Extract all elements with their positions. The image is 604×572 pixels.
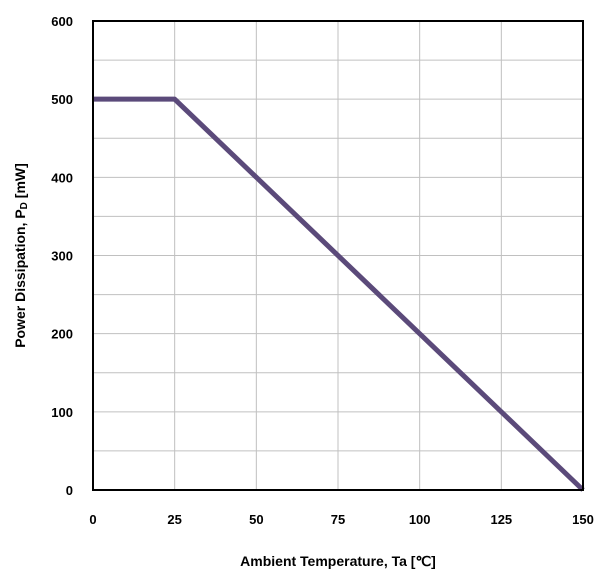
series-line xyxy=(93,96,585,492)
x-axis-ticks: 0 25 50 75 100 125 150 xyxy=(89,512,593,527)
y-tick-label: 300 xyxy=(51,249,73,264)
y-axis-label: Power Dissipation, PD [mW] xyxy=(12,163,30,348)
y-axis-ticks: 0 100 200 300 400 500 600 xyxy=(51,14,73,498)
x-tick-label: 50 xyxy=(249,512,263,527)
y-tick-label: 100 xyxy=(51,405,73,420)
x-tick-label: 150 xyxy=(572,512,594,527)
x-tick-label: 75 xyxy=(331,512,345,527)
x-axis-label: Ambient Temperature, Ta [℃] xyxy=(240,553,436,569)
y-tick-label: 600 xyxy=(51,14,73,29)
grid-lines xyxy=(93,21,583,490)
y-tick-label: 0 xyxy=(66,483,73,498)
y-axis-label-main: Power Dissipation, P xyxy=(12,209,28,347)
plot-area-frame xyxy=(92,20,584,491)
y-axis-label-subscript: D xyxy=(19,202,30,209)
y-tick-label: 500 xyxy=(51,92,73,107)
x-tick-label: 0 xyxy=(89,512,96,527)
series-layer xyxy=(93,96,585,492)
x-tick-label: 25 xyxy=(167,512,181,527)
y-axis-label-unit: [mW] xyxy=(12,163,28,202)
y-tick-label: 400 xyxy=(51,170,73,185)
x-tick-label: 125 xyxy=(490,512,512,527)
y-tick-label: 200 xyxy=(51,327,73,342)
x-tick-label: 100 xyxy=(409,512,431,527)
